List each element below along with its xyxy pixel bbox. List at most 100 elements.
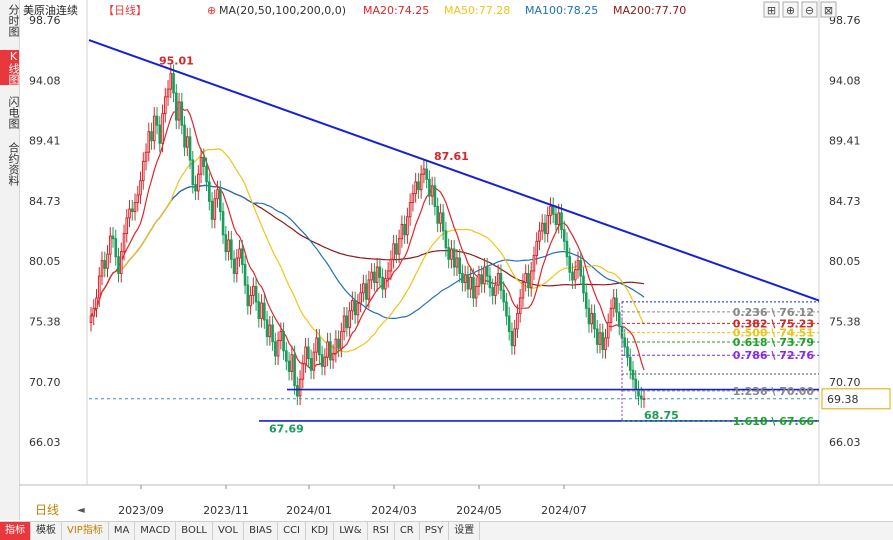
candle-body — [452, 248, 456, 268]
candle-body — [436, 205, 439, 224]
expand-icon[interactable]: ⊞ — [767, 4, 776, 17]
indicator-tab-5[interactable]: BOLL — [176, 522, 213, 540]
candle — [628, 348, 632, 380]
candle-body — [207, 181, 211, 202]
y-tick-right: 70.70 — [829, 376, 861, 389]
candle-body — [282, 331, 285, 352]
candle — [246, 276, 250, 315]
indicator-tab-12[interactable]: CR — [395, 522, 420, 540]
candle — [510, 322, 514, 355]
expand-icon-frame[interactable] — [763, 1, 780, 18]
candle — [114, 229, 118, 266]
candle-body — [227, 239, 230, 253]
indicator-tab-13[interactable]: PSY — [420, 522, 450, 540]
candle-body — [119, 251, 123, 274]
candle — [408, 193, 412, 226]
candle-body — [378, 266, 382, 278]
candle-body — [609, 307, 613, 323]
indicator-tab-1[interactable]: 模板 — [31, 522, 62, 540]
candle — [161, 104, 164, 153]
candle — [191, 150, 195, 194]
candle — [144, 143, 148, 171]
candle — [139, 171, 142, 204]
indicator-tab-0[interactable]: 指标 — [0, 522, 31, 540]
zoom-out-icon-frame[interactable] — [801, 1, 818, 18]
candle — [312, 343, 316, 380]
candle-body — [169, 73, 173, 90]
kline-chart[interactable]: 98.76 98.76 94.08 94.08 89.41 89.41 84.73 84.73… — [19, 0, 893, 520]
candle — [301, 354, 305, 389]
candle — [554, 205, 558, 234]
candle-body — [403, 223, 406, 236]
candle-body — [551, 205, 555, 215]
view-tab-2[interactable]: 闪电图 — [7, 96, 20, 129]
candle-body — [331, 352, 335, 361]
candle-body — [205, 165, 208, 183]
indicator-tab-11[interactable]: RSI — [368, 522, 395, 540]
close-icon-frame[interactable] — [820, 1, 837, 18]
candle-body — [337, 338, 340, 349]
candle-body — [161, 113, 164, 144]
candle — [345, 307, 349, 337]
candle — [389, 250, 393, 280]
candle-body — [535, 240, 539, 256]
candle-body — [274, 341, 277, 357]
view-tab-0[interactable]: 分时图 — [7, 4, 20, 37]
indicator-tab-6[interactable]: VOL — [213, 522, 245, 540]
candle — [92, 299, 96, 326]
zoom-in-icon-frame[interactable] — [782, 1, 799, 18]
settings-icon[interactable]: ⊕ — [207, 4, 216, 17]
zoom-in-icon[interactable]: ⊕ — [786, 4, 795, 17]
period-arrow-icon[interactable]: ◄ — [77, 505, 85, 516]
candle — [447, 238, 450, 269]
candle — [108, 227, 112, 264]
candle-body — [114, 238, 118, 258]
indicator-tab-8[interactable]: CCI — [278, 522, 307, 540]
indicator-tab-2[interactable]: VIP指标 — [62, 522, 109, 540]
view-tab-3[interactable]: 合约资料 — [7, 142, 20, 186]
indicator-tab-10[interactable]: LW& — [334, 522, 368, 540]
candle — [268, 316, 272, 346]
candle-body — [565, 240, 569, 258]
descending-trendline[interactable] — [88, 39, 820, 302]
indicator-tab-14[interactable]: 设置 — [449, 522, 481, 540]
indicator-tab-4[interactable]: MACD — [135, 522, 177, 540]
candle — [606, 313, 610, 347]
close-icon[interactable]: ⊠ — [824, 4, 833, 17]
view-tab-1[interactable]: K线图 — [0, 50, 20, 85]
candle — [521, 273, 525, 308]
candle-body — [419, 173, 423, 191]
candle-body — [196, 173, 200, 192]
candle-body — [389, 258, 393, 272]
candle-body — [133, 202, 137, 213]
candle — [106, 245, 109, 278]
indicator-tab-9[interactable]: KDJ — [306, 522, 335, 540]
candle — [125, 209, 129, 243]
candle-body — [312, 351, 316, 371]
candle-body — [496, 272, 500, 286]
zoom-out-icon[interactable]: ⊖ — [805, 4, 814, 17]
candle — [546, 206, 550, 243]
candle — [147, 122, 151, 162]
candle-body — [122, 233, 126, 253]
candle-body — [601, 332, 605, 351]
candle-body — [92, 307, 96, 317]
candle-body — [414, 181, 417, 195]
candle — [505, 292, 508, 326]
y-tick-left: 70.70 — [29, 376, 61, 389]
candle — [483, 258, 486, 293]
indicator-tab-7[interactable]: BIAS — [244, 522, 279, 540]
candle-body — [191, 159, 195, 186]
candle — [403, 215, 406, 244]
candle — [375, 258, 379, 292]
candle-body — [620, 325, 624, 339]
candle-body — [505, 301, 508, 317]
candle — [213, 189, 217, 229]
candle-body — [386, 270, 390, 280]
period-selector[interactable]: 日线 — [35, 503, 59, 517]
indicator-tab-3[interactable]: MA — [109, 522, 136, 540]
price-annotation: 67.69 — [269, 423, 304, 436]
candle-body — [634, 378, 638, 391]
candle — [152, 107, 156, 150]
candle-body — [397, 238, 401, 255]
